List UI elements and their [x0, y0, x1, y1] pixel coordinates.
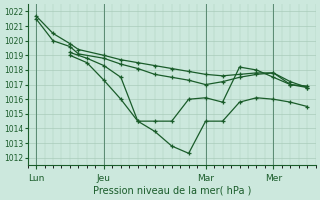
- X-axis label: Pression niveau de la mer( hPa ): Pression niveau de la mer( hPa ): [92, 186, 251, 196]
